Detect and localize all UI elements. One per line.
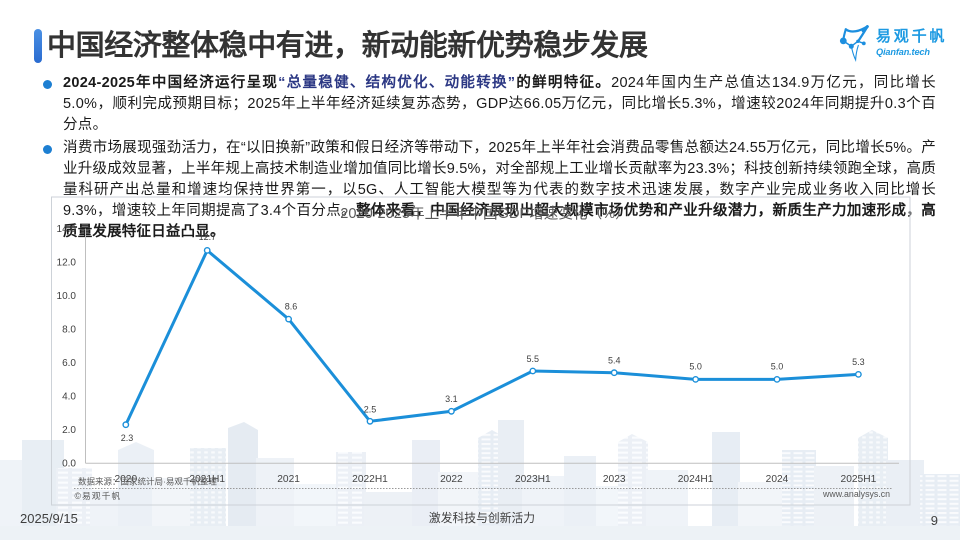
svg-text:5.0: 5.0 [689, 361, 702, 371]
svg-text:12.7: 12.7 [199, 232, 217, 242]
svg-text:2.0: 2.0 [62, 425, 76, 436]
svg-text:5.5: 5.5 [527, 354, 540, 364]
svg-text:2020-2025年上半年中国GDP增速变化（%）: 2020-2025年上半年中国GDP增速变化（%） [340, 205, 630, 222]
svg-text:2023: 2023 [603, 474, 626, 485]
svg-text:2023H1: 2023H1 [515, 474, 551, 485]
svg-text:2020: 2020 [114, 474, 137, 485]
svg-text:10.0: 10.0 [57, 291, 77, 302]
svg-text:www.analysys.cn: www.analysys.cn [822, 489, 890, 499]
svg-text:8.0: 8.0 [62, 325, 76, 336]
svg-text:2.5: 2.5 [364, 404, 377, 414]
svg-text:14.0: 14.0 [57, 224, 77, 235]
svg-text:2024: 2024 [766, 474, 789, 485]
svg-text:4.0: 4.0 [62, 392, 76, 403]
svg-text:12.0: 12.0 [57, 258, 77, 269]
svg-text:2022H1: 2022H1 [352, 474, 388, 485]
svg-text:2.3: 2.3 [121, 433, 134, 443]
svg-text:6.0: 6.0 [62, 358, 76, 369]
svg-text:3.1: 3.1 [445, 394, 458, 404]
svg-text:©易观千帆: ©易观千帆 [75, 490, 122, 501]
svg-text:2024H1: 2024H1 [678, 474, 714, 485]
svg-text:2021: 2021 [277, 474, 300, 485]
svg-text:8.6: 8.6 [285, 302, 298, 312]
svg-text:2025H1: 2025H1 [841, 474, 877, 485]
svg-text:5.0: 5.0 [771, 361, 784, 371]
svg-text:5.3: 5.3 [852, 357, 865, 367]
svg-text:0.0: 0.0 [62, 459, 76, 470]
svg-text:数据来源：国家统计局·易观千帆整理: 数据来源：国家统计局·易观千帆整理 [78, 476, 217, 486]
svg-text:2022: 2022 [440, 474, 463, 485]
svg-text:5.4: 5.4 [608, 355, 621, 365]
svg-text:2021H1: 2021H1 [189, 474, 225, 485]
